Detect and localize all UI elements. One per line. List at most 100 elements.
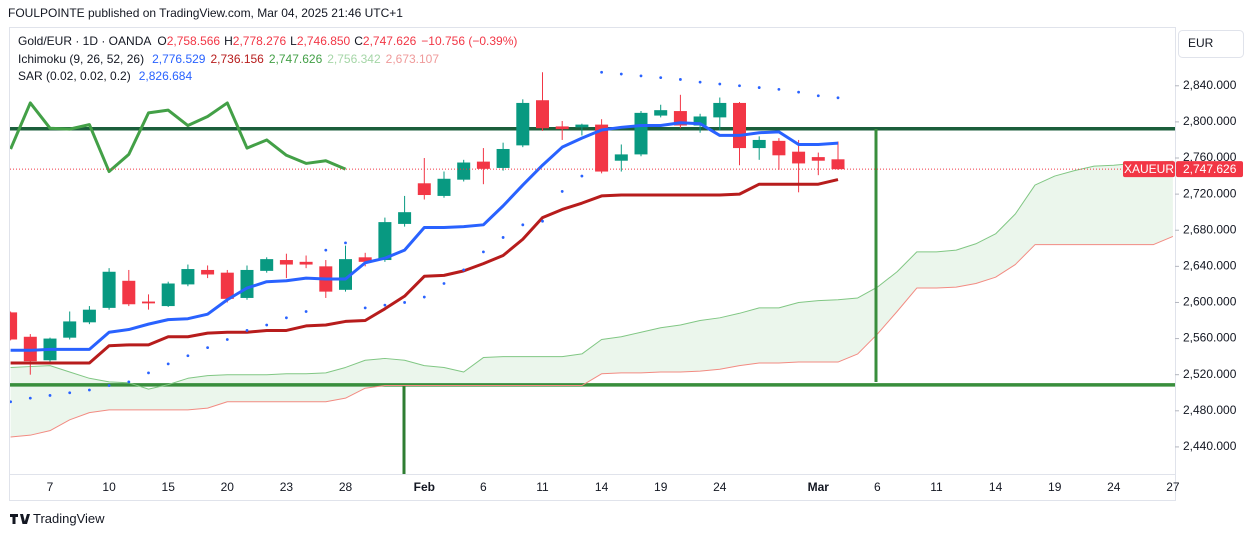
- candle-body: [733, 102, 746, 149]
- candle-body: [457, 162, 471, 180]
- chart-frame: [9, 27, 1176, 501]
- cloud-fill: [10, 161, 1173, 437]
- sar-dot: [147, 371, 150, 375]
- candle-body: [496, 148, 510, 168]
- legend-item: SAR (0.02, 0.02, 0.2): [18, 69, 131, 83]
- sar-dot: [541, 219, 544, 223]
- x-tick-label: 6: [480, 480, 487, 494]
- sar-dot: [816, 94, 820, 98]
- price-tag-bg: [1176, 161, 1243, 178]
- candle-body: [516, 102, 530, 146]
- legend-item: H: [224, 34, 233, 48]
- y-tick-label: 2,680.000: [1183, 222, 1237, 236]
- sar-dot: [679, 78, 682, 81]
- x-tick-label: 24: [1107, 480, 1121, 494]
- legend-item: L: [290, 34, 297, 48]
- x-tick-label: 10: [102, 480, 116, 494]
- indicator-line: [10, 235, 1174, 438]
- sar-dot: [482, 250, 485, 254]
- legend-line: Ichimoku (9, 26, 52, 26) 2,776.529 2,736.1…: [18, 52, 439, 66]
- y-tick-label: 2,760.000: [1183, 150, 1237, 164]
- sar-dot: [797, 90, 800, 94]
- x-tick-label: 28: [339, 480, 353, 494]
- sar-dot: [619, 72, 623, 76]
- legend-line: Gold/EUR · 1D · OANDA O2,758.566 H2,778.27…: [18, 34, 517, 48]
- legend-item: 2,747.626: [269, 52, 323, 66]
- candle-body: [595, 124, 609, 172]
- sar-dot: [28, 396, 32, 400]
- sar-dot: [225, 338, 229, 341]
- currency-label[interactable]: EUR: [1188, 36, 1214, 50]
- sar-dot: [383, 303, 387, 307]
- sar-dot: [521, 223, 525, 227]
- x-tick-label: 14: [989, 480, 1003, 494]
- sar-dot: [757, 86, 761, 89]
- legend-item: 2,746.850: [297, 34, 351, 48]
- x-tick-label: 19: [654, 480, 668, 494]
- sar-dot: [285, 316, 288, 320]
- sar-dot: [107, 384, 111, 387]
- legend-item: O: [157, 34, 166, 48]
- candle-body: [299, 261, 313, 265]
- sar-dot: [580, 174, 584, 178]
- sar-dot: [166, 362, 170, 366]
- legend-item: 2,736.156: [210, 52, 264, 66]
- candle-body: [161, 283, 175, 307]
- legend-item: 2,756.342: [327, 52, 381, 66]
- candle-body: [555, 126, 569, 130]
- sar-dot: [88, 388, 91, 392]
- candle-body: [654, 110, 668, 116]
- attribution: FOULPOINTE published on TradingView.com,…: [8, 6, 403, 20]
- sar-dot: [422, 295, 426, 299]
- candle-body: [240, 269, 254, 298]
- candle-body: [476, 161, 490, 169]
- sar-dot: [127, 380, 131, 384]
- legend-item: 2,778.276: [233, 34, 287, 48]
- legend-item: 2,758.566: [167, 34, 221, 48]
- candle-body: [122, 280, 136, 305]
- x-tick-label: 11: [536, 480, 549, 494]
- sar-dot: [324, 248, 328, 252]
- indicator-line: [10, 178, 839, 365]
- logo-text: TradingView: [33, 511, 105, 526]
- y-tick-label: 2,720.000: [1183, 186, 1237, 200]
- logo-icon: [10, 514, 30, 524]
- candle-body: [713, 102, 727, 118]
- sar-dot: [600, 70, 603, 74]
- x-tick-label: 11: [930, 480, 943, 494]
- sar-dot: [206, 346, 210, 350]
- candle-body: [634, 112, 648, 155]
- symbol-tag-bg: [1123, 161, 1175, 178]
- candle-body: [82, 309, 96, 323]
- y-tick-label: 2,480.000: [1183, 403, 1237, 417]
- candle-body: [339, 259, 352, 290]
- sar-dot: [698, 80, 702, 84]
- candle-body: [831, 159, 845, 170]
- x-tick-label: 23: [280, 480, 294, 494]
- sar-dot: [245, 329, 249, 332]
- x-tick-label: Mar: [808, 480, 830, 494]
- y-tick-label: 2,800.000: [1183, 114, 1237, 128]
- candle-body: [752, 139, 766, 149]
- x-tick-label: 19: [1048, 480, 1062, 494]
- candle-body: [614, 154, 628, 161]
- sar-dot: [501, 236, 505, 239]
- currency-button[interactable]: [1178, 30, 1244, 58]
- price-tag: 2,747.626: [1183, 162, 1237, 176]
- legend-item: Gold/EUR · 1D · OANDA: [18, 34, 151, 48]
- candle-body: [10, 312, 18, 340]
- sar-dot: [560, 190, 564, 193]
- candle-body: [811, 157, 825, 161]
- candle-body: [279, 260, 293, 265]
- sar-dot: [304, 310, 308, 313]
- candle-body: [181, 269, 195, 285]
- sar-dot: [403, 301, 406, 304]
- y-tick-label: 2,600.000: [1183, 295, 1237, 309]
- sar-dot: [363, 306, 367, 310]
- y-tick-label: 2,560.000: [1183, 331, 1237, 345]
- y-tick-label: 2,440.000: [1183, 439, 1237, 453]
- candle-body: [792, 151, 806, 164]
- sar-dot: [48, 394, 52, 397]
- candle-body: [536, 100, 549, 129]
